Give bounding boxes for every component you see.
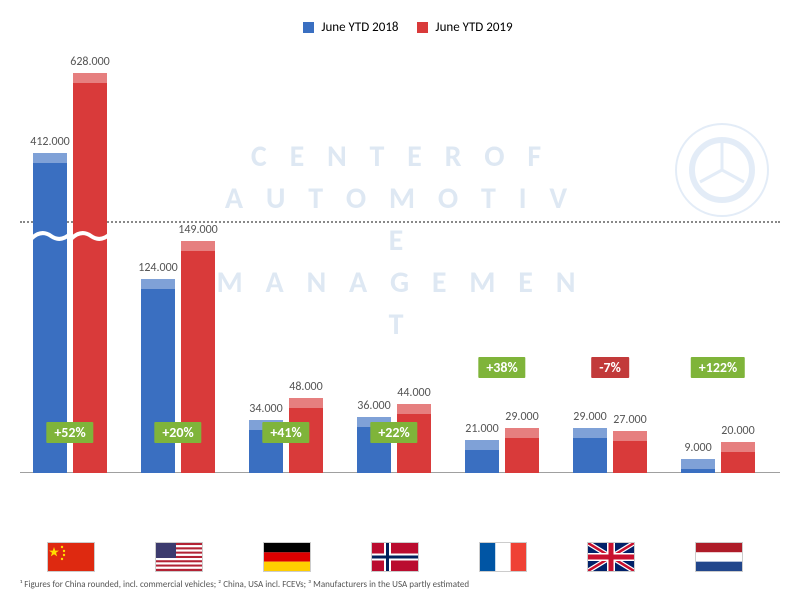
- value-2018-fr: 21.000: [452, 422, 512, 436]
- pct-badge-de: +41%: [262, 422, 309, 443]
- value-2019-nl: 20.000: [708, 424, 768, 438]
- value-2019-us: 149.000: [168, 223, 228, 237]
- pct-badge-cn: +52%: [46, 422, 93, 443]
- legend-label-2018: June YTD 2018: [321, 20, 398, 35]
- value-2018-cn: 412.000: [20, 135, 80, 149]
- legend-swatch-2018: [303, 22, 314, 33]
- bar-2018-nl: [681, 459, 715, 473]
- pct-badge-no: +22%: [370, 422, 417, 443]
- flag-de: [263, 542, 311, 572]
- bar-group-de: 34.000 48.000 +41%: [236, 43, 336, 473]
- bar-group-us: 124.000 149.000 +20%: [128, 43, 228, 473]
- value-2019-de: 48.000: [276, 380, 336, 394]
- value-2018-nl: 9.000: [668, 441, 728, 455]
- value-2018-no: 36.000: [344, 399, 404, 413]
- value-2019-cn: 628.000: [60, 55, 120, 69]
- pct-badge-fr: +38%: [478, 357, 525, 378]
- plot-area: C E N T E R O F A U T O M O T I V E M A …: [20, 43, 780, 473]
- flag-gb: [587, 542, 635, 572]
- flag-fr: [479, 542, 527, 572]
- value-2019-no: 44.000: [384, 386, 444, 400]
- value-2019-fr: 29.000: [492, 410, 552, 424]
- pct-badge-nl: +122%: [691, 357, 745, 378]
- bar-2018-fr: [465, 440, 499, 473]
- bar-group-no: 36.00044.000 +22%: [344, 43, 444, 473]
- chart-container: June YTD 2018 June YTD 2019 C E N T E R …: [20, 20, 780, 540]
- pct-badge-us: +20%: [154, 422, 201, 443]
- flag-no: [371, 542, 419, 572]
- bar-group-fr: 21.00029.000 +38%: [452, 43, 552, 473]
- legend-label-2019: June YTD 2019: [435, 20, 512, 35]
- flag-nl: [695, 542, 743, 572]
- bar-2018-us: [141, 279, 175, 473]
- legend: June YTD 2018 June YTD 2019: [20, 20, 780, 43]
- flag-cn: [47, 542, 95, 572]
- flags-row: [20, 542, 780, 572]
- bar-group-cn: 412.000 628.000 +52%: [20, 43, 120, 473]
- bar-2019-cn: [73, 73, 107, 473]
- value-2018-de: 34.000: [236, 402, 296, 416]
- pct-badge-gb: -7%: [591, 357, 629, 378]
- value-2018-us: 124.000: [128, 261, 188, 275]
- bar-group-nl: 9.000 20.000 +122%: [668, 43, 768, 473]
- bar-2019-gb: [613, 431, 647, 473]
- footnote: ¹ Figures for China rounded, incl. comme…: [20, 579, 780, 590]
- flag-us: [155, 542, 203, 572]
- value-2019-gb: 27.000: [600, 413, 660, 427]
- legend-swatch-2019: [417, 22, 428, 33]
- bar-group-gb: 29.00027.000-7%: [560, 43, 660, 473]
- bar-2018-gb: [573, 428, 607, 473]
